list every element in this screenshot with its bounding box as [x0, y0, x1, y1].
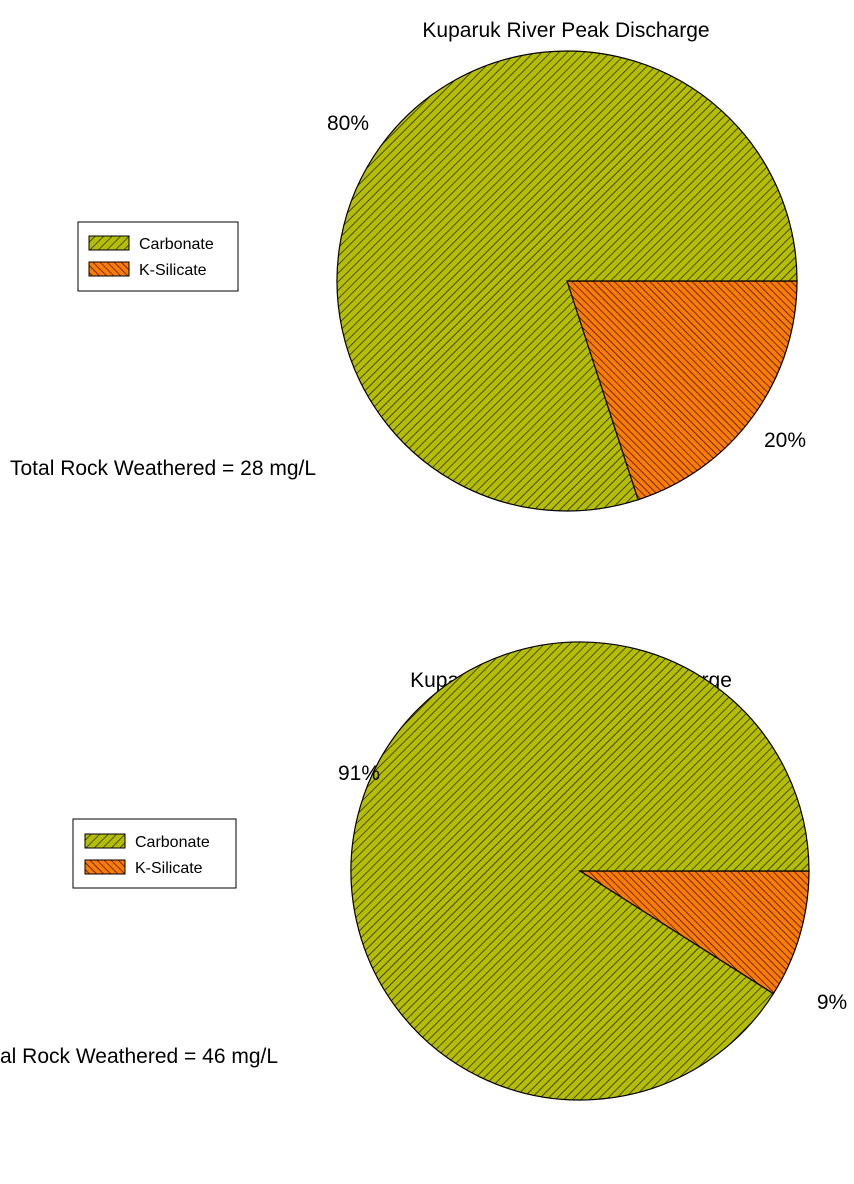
pie-slice-carbonate [336, 50, 798, 512]
value-label-carbonate: 80% [327, 112, 369, 135]
value-label-ksilicate: 20% [764, 429, 806, 452]
pie-slices [336, 50, 798, 512]
pie-slice-ksilicate [577, 870, 810, 995]
total-annotation: al Rock Weathered = 46 mg/L [0, 1045, 278, 1068]
pie-chart-peak: Kuparuk River Peak Discharge 80% 20% Car… [10, 19, 806, 512]
value-label-carbonate: 91% [338, 762, 380, 785]
legend-box [77, 221, 239, 292]
pie-slice-carbonate [350, 641, 810, 1101]
value-label-ksilicate: 9% [817, 991, 847, 1014]
legend: Carbonate K-Silicate [77, 221, 239, 292]
chart-title: Kuparuk River Peak Discharge [422, 19, 709, 42]
total-annotation: Total Rock Weathered = 28 mg/L [10, 457, 316, 480]
legend-label-carbonate: Carbonate [135, 834, 210, 851]
legend-swatch-ksilicate [84, 859, 126, 875]
legend: Carbonate K-Silicate [72, 818, 237, 889]
pie-slices [350, 641, 810, 1101]
legend-label-carbonate: Carbonate [139, 236, 214, 253]
pie-chart-off-peak: Kuparuk River Off-Peak Discharge 91% 9% … [0, 641, 847, 1101]
legend-swatch-carbonate [88, 235, 130, 251]
legend-label-ksilicate: K-Silicate [135, 860, 203, 877]
legend-label-ksilicate: K-Silicate [139, 262, 207, 279]
legend-box [72, 818, 237, 889]
pie-slice-ksilicate [566, 280, 798, 501]
legend-swatch-carbonate [84, 833, 126, 849]
legend-swatch-ksilicate [88, 261, 130, 277]
